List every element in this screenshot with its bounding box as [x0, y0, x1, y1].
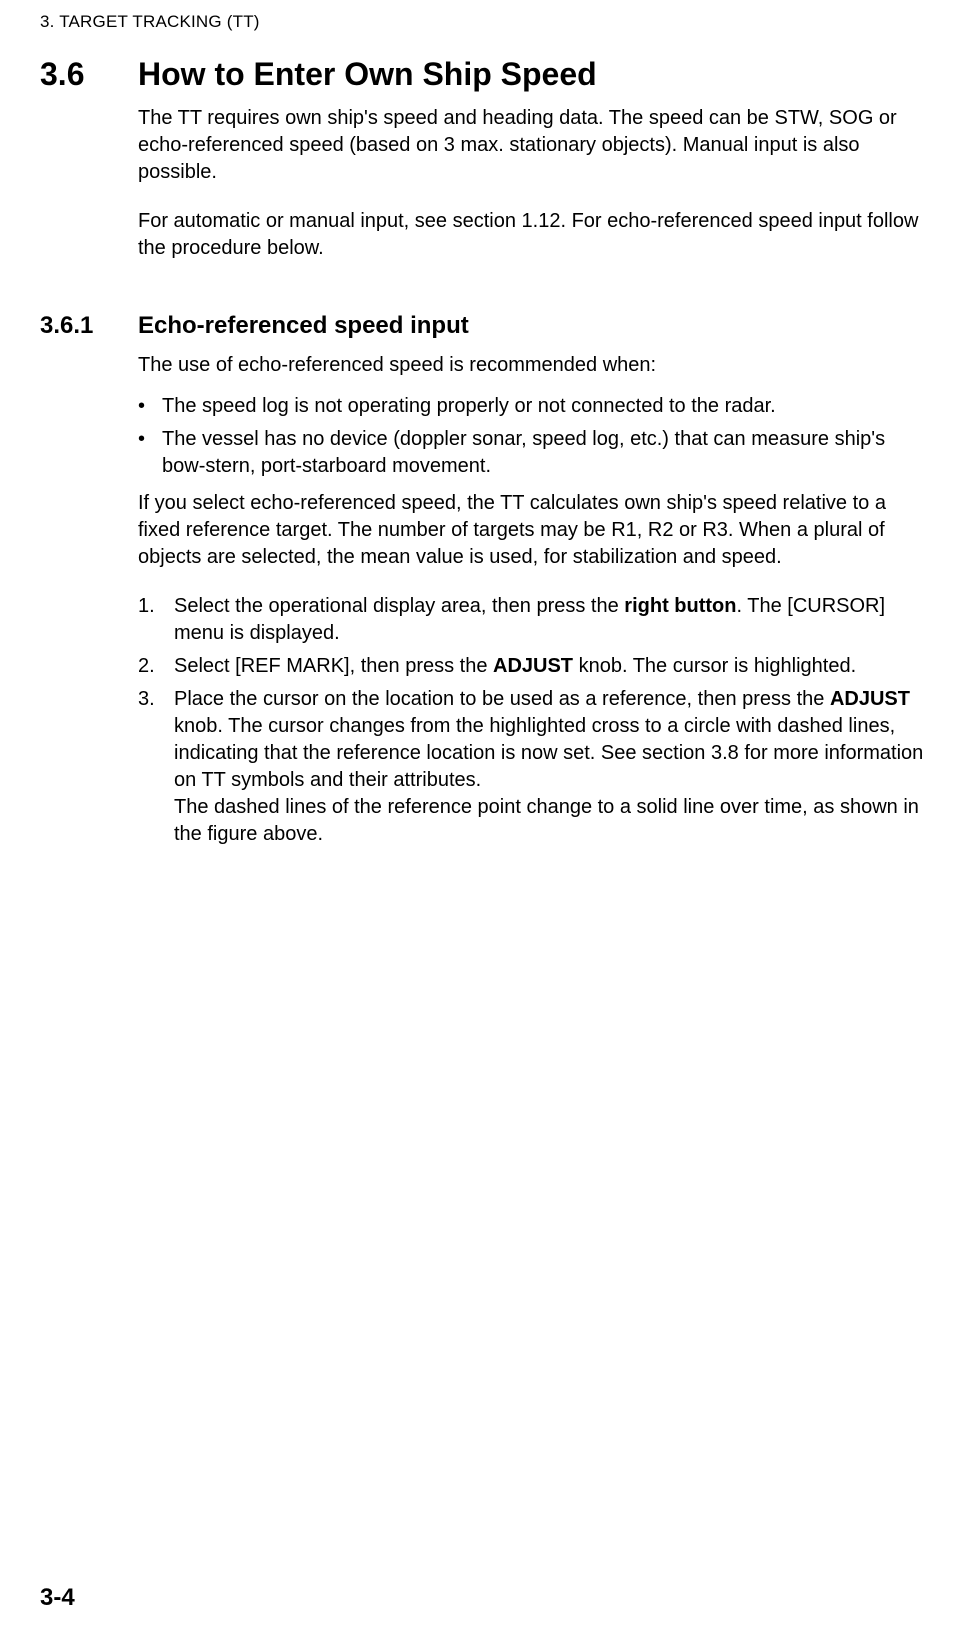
page: 3. TARGET TRACKING (TT) 3.6 How to Enter…	[0, 0, 968, 1640]
bullet-item: • The vessel has no device (doppler sona…	[138, 426, 928, 480]
bullet-item: • The speed log is not operating properl…	[138, 393, 928, 420]
bullet-marker: •	[138, 426, 162, 480]
step-post: knob. The cursor changes from the highli…	[174, 715, 923, 791]
subsection-title: Echo-referenced speed input	[138, 312, 469, 340]
step-bold: ADJUST	[493, 655, 573, 677]
subsection-intro: The use of echo-referenced speed is reco…	[138, 352, 928, 379]
step-post: knob. The cursor is highlighted.	[573, 655, 856, 677]
section-heading: 3.6 How to Enter Own Ship Speed	[40, 56, 928, 93]
section-paragraph-1: The TT requires own ship's speed and hea…	[138, 105, 928, 186]
step-pre: Select the operational display area, the…	[174, 595, 624, 617]
section-body: The TT requires own ship's speed and hea…	[138, 105, 928, 262]
step-pre: Place the cursor on the location to be u…	[174, 688, 830, 710]
bullet-text: The vessel has no device (doppler sonar,…	[162, 426, 928, 480]
page-number: 3-4	[40, 1584, 75, 1612]
bullet-text: The speed log is not operating properly …	[162, 393, 928, 420]
list-item: 3. Place the cursor on the location to b…	[138, 686, 928, 848]
list-item-number: 3.	[138, 686, 174, 848]
list-item-text: Select [REF MARK], then press the ADJUST…	[174, 653, 928, 680]
step-extra: The dashed lines of the reference point …	[174, 796, 919, 845]
list-item: 2. Select [REF MARK], then press the ADJ…	[138, 653, 928, 680]
subsection-body: The use of echo-referenced speed is reco…	[138, 352, 928, 848]
list-item-text: Select the operational display area, the…	[174, 593, 928, 647]
numbered-list: 1. Select the operational display area, …	[138, 593, 928, 848]
subsection-number: 3.6.1	[40, 312, 138, 340]
bullet-marker: •	[138, 393, 162, 420]
step-pre: Select [REF MARK], then press the	[174, 655, 493, 677]
subsection-paragraph: If you select echo-referenced speed, the…	[138, 490, 928, 571]
list-item: 1. Select the operational display area, …	[138, 593, 928, 647]
list-item-number: 2.	[138, 653, 174, 680]
section-number: 3.6	[40, 56, 138, 93]
section-paragraph-2: For automatic or manual input, see secti…	[138, 208, 928, 262]
list-item-number: 1.	[138, 593, 174, 647]
running-header: 3. TARGET TRACKING (TT)	[40, 12, 260, 32]
subsection-heading: 3.6.1 Echo-referenced speed input	[40, 312, 928, 340]
list-item-text: Place the cursor on the location to be u…	[174, 686, 928, 848]
step-bold: right button	[624, 595, 736, 617]
step-bold: ADJUST	[830, 688, 910, 710]
section-title: How to Enter Own Ship Speed	[138, 56, 597, 93]
bullet-list: • The speed log is not operating properl…	[138, 393, 928, 480]
content-area: 3.6 How to Enter Own Ship Speed The TT r…	[40, 56, 928, 854]
